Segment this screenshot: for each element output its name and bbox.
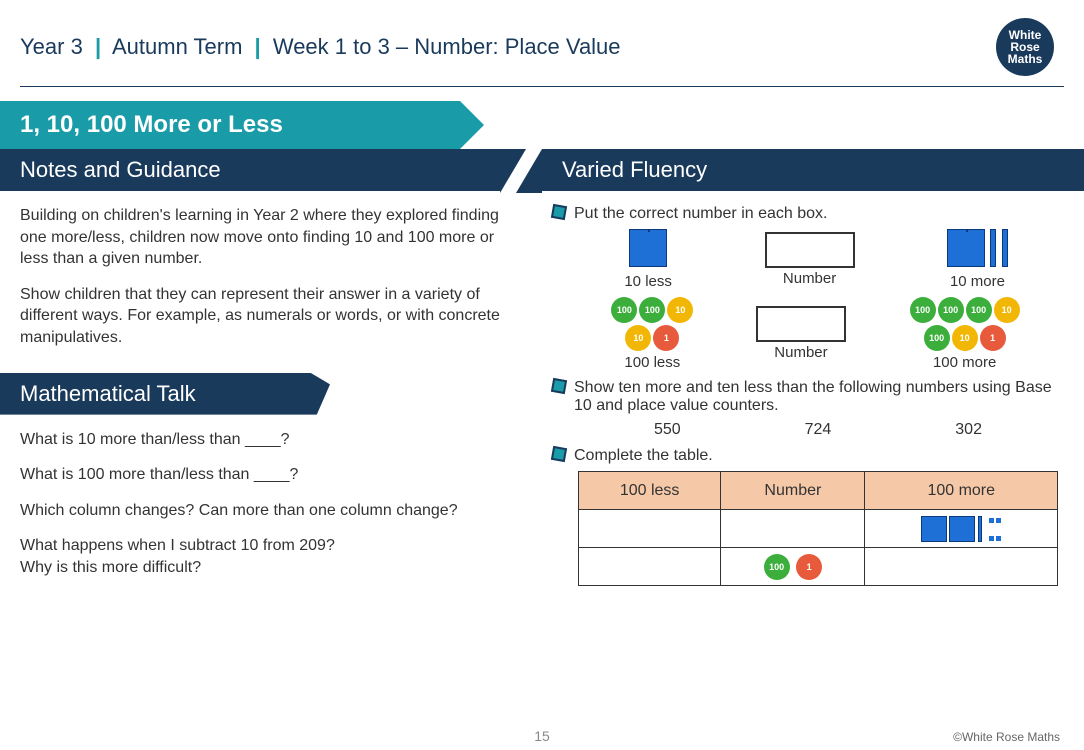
coin-100: 100 bbox=[966, 297, 992, 323]
coin-100: 100 bbox=[611, 297, 637, 323]
cell-coins: 100 1 bbox=[721, 548, 865, 586]
coin-100: 100 bbox=[910, 297, 936, 323]
coin-10: 10 bbox=[667, 297, 693, 323]
label-10-more: 10 more bbox=[947, 273, 1007, 290]
base-1-dot bbox=[996, 536, 1001, 541]
coin-1: 1 bbox=[653, 325, 679, 351]
left-column: Building on children's learning in Year … bbox=[0, 191, 542, 603]
talk-q2: What is 100 more than/less than ____? bbox=[20, 464, 522, 486]
table-header-row: 100 less Number 100 more bbox=[579, 472, 1058, 510]
task-3: Complete the table. bbox=[552, 447, 1064, 465]
table-row bbox=[579, 510, 1058, 548]
logo: White Rose Maths bbox=[996, 18, 1054, 76]
coin-cluster-left: 100 100 10 10 1 bbox=[607, 296, 697, 352]
number-box-2: Number bbox=[756, 306, 846, 361]
base-10-stick bbox=[978, 516, 982, 542]
cell-empty[interactable] bbox=[865, 548, 1058, 586]
base-1-dot bbox=[989, 536, 994, 541]
cell-empty[interactable] bbox=[721, 510, 865, 548]
notes-para-2: Show children that they can represent th… bbox=[20, 284, 522, 349]
logo-text-3: Maths bbox=[1008, 53, 1043, 65]
base-100-block bbox=[629, 229, 667, 267]
page-header: Year 3 | Autumn Term | Week 1 to 3 – Num… bbox=[0, 0, 1084, 86]
hundred-less-visual: 100 100 10 10 1 100 less bbox=[607, 296, 697, 371]
label-100-less: 100 less bbox=[607, 354, 697, 371]
number-550: 550 bbox=[654, 421, 681, 439]
task1-row2: 100 100 10 10 1 100 less Number 100 100 bbox=[578, 296, 1054, 371]
coin-10: 10 bbox=[952, 325, 978, 351]
lesson-title: 1, 10, 100 More or Less bbox=[0, 101, 460, 149]
base-1-dot bbox=[996, 518, 1001, 523]
breadcrumb-year: Year 3 bbox=[20, 34, 83, 59]
coin-10: 10 bbox=[994, 297, 1020, 323]
cell-empty[interactable] bbox=[579, 548, 721, 586]
coin-100: 100 bbox=[639, 297, 665, 323]
task-2-text: Show ten more and ten less than the foll… bbox=[574, 379, 1064, 415]
page-number: 15 bbox=[0, 728, 1084, 744]
task-3-text: Complete the table. bbox=[574, 447, 713, 465]
label-10-less: 10 less bbox=[624, 273, 672, 290]
coin-10: 10 bbox=[625, 325, 651, 351]
breadcrumb-term: Autumn Term bbox=[112, 34, 242, 59]
cell-empty[interactable] bbox=[579, 510, 721, 548]
separator: | bbox=[255, 34, 261, 59]
base-10-stick bbox=[990, 229, 996, 267]
bullet-icon bbox=[551, 378, 567, 394]
task3-table-wrap: 100 less Number 100 more bbox=[578, 471, 1064, 586]
task-2: Show ten more and ten less than the foll… bbox=[552, 379, 1064, 415]
th-number: Number bbox=[721, 472, 865, 510]
notes-para-1: Building on children's learning in Year … bbox=[20, 205, 522, 270]
coin-100: 100 bbox=[764, 554, 790, 580]
task-1: Put the correct number in each box. bbox=[552, 205, 1064, 223]
header-divider bbox=[20, 86, 1064, 87]
separator: | bbox=[95, 34, 101, 59]
varied-fluency-header: Varied Fluency bbox=[542, 149, 1084, 191]
breadcrumb: Year 3 | Autumn Term | Week 1 to 3 – Num… bbox=[20, 34, 621, 60]
complete-table: 100 less Number 100 more bbox=[578, 471, 1058, 586]
base-100-block bbox=[947, 229, 985, 267]
ten-more-visual: 10 more bbox=[947, 229, 1007, 290]
ten-less-visual: 10 less bbox=[624, 229, 672, 290]
hundred-more-visual: 100 100 100 10 100 10 1 100 more bbox=[905, 296, 1025, 371]
copyright: ©White Rose Maths bbox=[953, 730, 1060, 744]
coin-1: 1 bbox=[980, 325, 1006, 351]
coin-1: 1 bbox=[796, 554, 822, 580]
right-column: Put the correct number in each box. 10 l… bbox=[542, 191, 1084, 603]
number-302: 302 bbox=[955, 421, 982, 439]
notes-body: Building on children's learning in Year … bbox=[0, 191, 542, 373]
talk-q1: What is 10 more than/less than ____? bbox=[20, 429, 522, 451]
talk-body: What is 10 more than/less than ____? Wha… bbox=[0, 415, 542, 603]
base-10-stick bbox=[1002, 229, 1008, 267]
breadcrumb-week: Week 1 to 3 – Number: Place Value bbox=[273, 34, 621, 59]
cell-visual bbox=[865, 510, 1058, 548]
table-row: 100 1 bbox=[579, 548, 1058, 586]
talk-q4: What happens when I subtract 10 from 209… bbox=[20, 535, 522, 557]
base-100-block bbox=[949, 516, 975, 542]
task-1-text: Put the correct number in each box. bbox=[574, 205, 827, 223]
th-100-less: 100 less bbox=[579, 472, 721, 510]
talk-q3: Which column changes? Can more than one … bbox=[20, 500, 522, 522]
bullet-icon bbox=[551, 446, 567, 462]
talk-q5: Why is this more difficult? bbox=[20, 557, 522, 579]
bullet-icon bbox=[551, 204, 567, 220]
number-724: 724 bbox=[805, 421, 832, 439]
answer-box[interactable] bbox=[765, 232, 855, 268]
base-100-block bbox=[921, 516, 947, 542]
notes-guidance-header: Notes and Guidance bbox=[0, 149, 500, 191]
math-talk-header: Mathematical Talk bbox=[0, 373, 330, 415]
task2-numbers: 550 724 302 bbox=[592, 421, 1044, 439]
answer-box[interactable] bbox=[756, 306, 846, 342]
th-100-more: 100 more bbox=[865, 472, 1058, 510]
task1-row1: 10 less Number 10 more bbox=[578, 229, 1054, 290]
coin-100: 100 bbox=[938, 297, 964, 323]
label-number-1: Number bbox=[765, 270, 855, 287]
coin-100: 100 bbox=[924, 325, 950, 351]
base-1-dot bbox=[989, 518, 994, 523]
label-number-2: Number bbox=[756, 344, 846, 361]
number-box-1: Number bbox=[765, 232, 855, 287]
coin-cluster-right: 100 100 100 10 100 10 1 bbox=[905, 296, 1025, 352]
label-100-more: 100 more bbox=[905, 354, 1025, 371]
